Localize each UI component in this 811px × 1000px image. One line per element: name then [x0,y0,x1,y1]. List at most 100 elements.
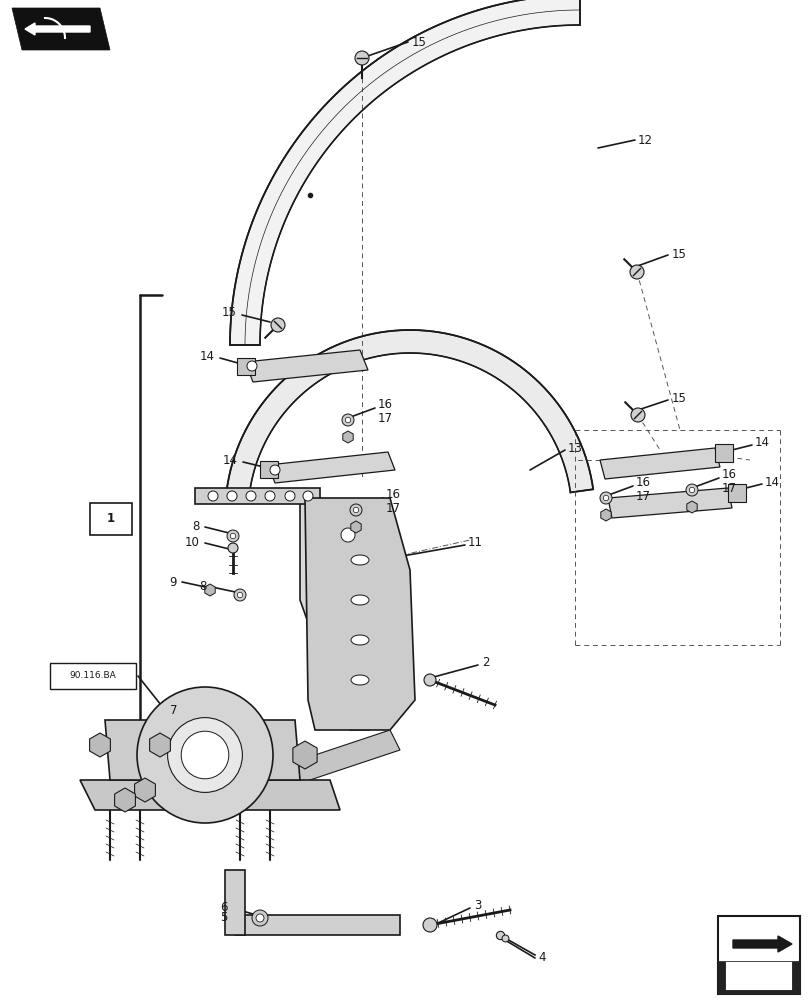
Circle shape [285,491,294,501]
Circle shape [230,533,235,539]
Polygon shape [305,498,414,730]
Polygon shape [686,501,697,513]
Polygon shape [245,350,367,382]
Circle shape [227,530,238,542]
Circle shape [423,918,436,932]
Text: 8: 8 [200,580,207,593]
Polygon shape [717,961,799,994]
Polygon shape [135,778,155,802]
Ellipse shape [350,675,368,685]
Circle shape [264,491,275,501]
Text: 4: 4 [538,951,545,964]
Polygon shape [299,498,370,730]
Circle shape [345,417,350,423]
Circle shape [246,491,255,501]
Bar [717,916,799,994]
Text: 3: 3 [474,899,481,912]
Text: 16: 16 [721,468,736,482]
Circle shape [685,484,697,496]
Text: 1: 1 [107,512,115,526]
Circle shape [599,492,611,504]
FancyBboxPatch shape [90,503,132,535]
Polygon shape [725,962,791,990]
Polygon shape [195,488,320,504]
Text: 15: 15 [222,306,237,320]
Circle shape [603,495,608,501]
Circle shape [270,465,280,475]
Polygon shape [714,444,732,462]
FancyArrow shape [25,23,90,35]
FancyArrow shape [732,936,791,952]
Text: 15: 15 [672,391,686,404]
Polygon shape [599,448,719,479]
Polygon shape [114,788,135,812]
Polygon shape [293,741,317,769]
Circle shape [629,265,643,279]
Circle shape [303,491,312,501]
Polygon shape [80,780,340,810]
Polygon shape [260,461,277,478]
Circle shape [341,414,354,426]
Text: 16: 16 [385,488,401,502]
Polygon shape [225,870,245,935]
Text: 17: 17 [378,412,393,424]
Circle shape [271,318,285,332]
Circle shape [247,361,257,371]
Text: 90.116.BA: 90.116.BA [70,672,116,680]
Text: 11: 11 [467,536,483,550]
Text: 16: 16 [378,398,393,412]
Polygon shape [727,484,745,502]
Circle shape [350,504,362,516]
Polygon shape [12,8,109,50]
Text: 14: 14 [754,436,769,450]
Polygon shape [342,431,353,443]
Polygon shape [225,915,400,935]
Polygon shape [237,358,255,375]
Circle shape [423,674,436,686]
Polygon shape [230,0,579,345]
Circle shape [354,51,368,65]
Polygon shape [89,733,110,757]
Ellipse shape [350,635,368,645]
Circle shape [234,589,246,601]
Text: 15: 15 [411,36,427,49]
FancyBboxPatch shape [50,663,135,689]
Circle shape [228,543,238,553]
Circle shape [227,491,237,501]
Circle shape [689,487,694,493]
Text: 15: 15 [672,248,686,261]
Text: 6: 6 [221,901,228,914]
Circle shape [237,592,242,598]
Ellipse shape [350,555,368,565]
Text: 14: 14 [764,476,779,488]
Polygon shape [268,452,394,483]
Text: 2: 2 [482,656,489,670]
Polygon shape [607,488,731,518]
Circle shape [137,687,272,823]
Text: 17: 17 [635,489,650,502]
Polygon shape [226,330,593,492]
Polygon shape [105,720,299,780]
Text: 14: 14 [200,350,215,362]
Text: 12: 12 [637,134,652,147]
Polygon shape [350,521,361,533]
Text: 8: 8 [192,520,200,534]
Polygon shape [149,733,170,757]
Text: 10: 10 [185,536,200,550]
Text: 5: 5 [221,911,228,924]
Circle shape [341,528,354,542]
Circle shape [208,491,217,501]
Polygon shape [204,584,215,596]
Text: 9: 9 [169,576,177,588]
Ellipse shape [350,595,368,605]
Text: 7: 7 [169,704,178,716]
Text: 16: 16 [635,477,650,489]
Text: 17: 17 [721,482,736,494]
Circle shape [630,408,644,422]
Circle shape [353,507,358,513]
Circle shape [167,718,242,792]
Text: 14: 14 [223,454,238,466]
Text: 13: 13 [568,442,582,454]
Circle shape [251,910,268,926]
Text: 17: 17 [385,502,401,514]
